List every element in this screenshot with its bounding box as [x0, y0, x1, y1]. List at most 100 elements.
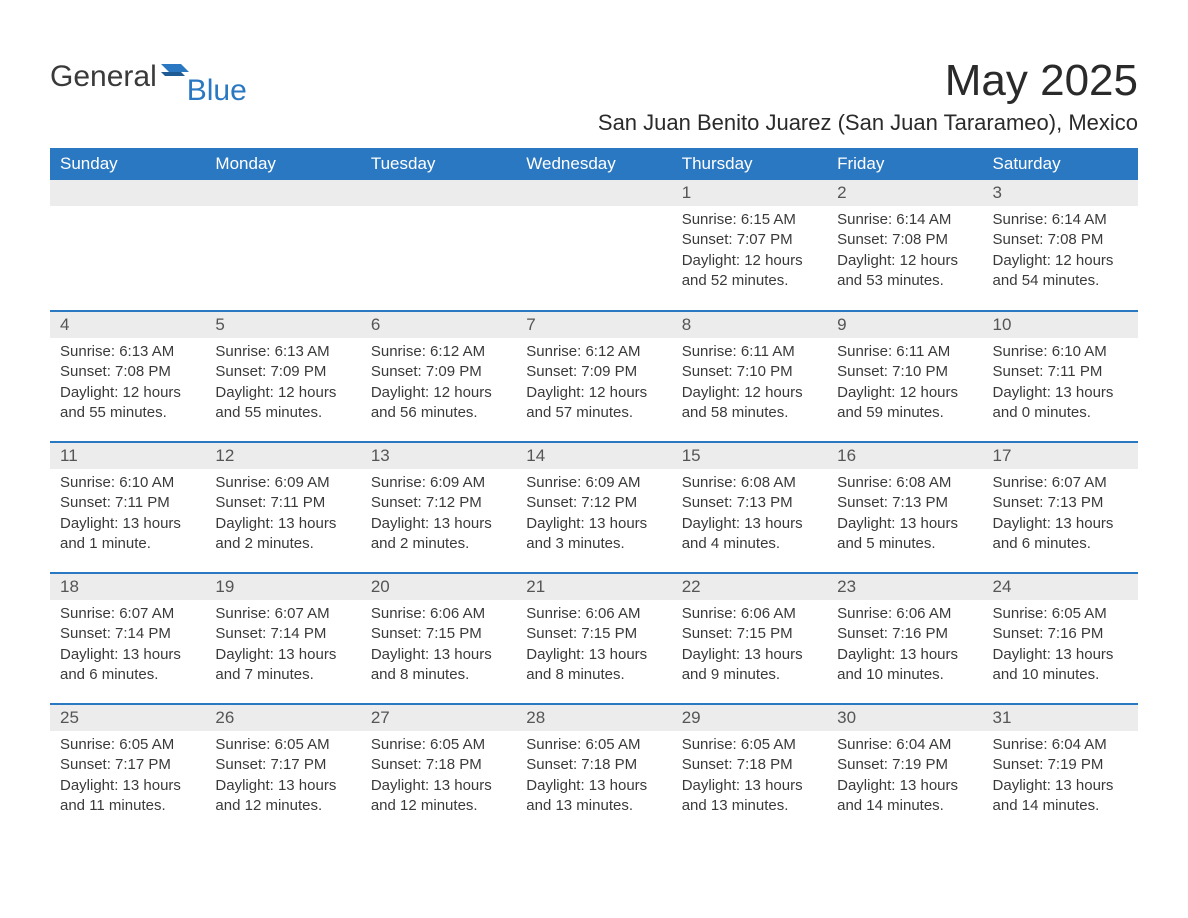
- day-number-row: 5: [205, 310, 360, 338]
- day-data: Sunrise: 6:05 AMSunset: 7:18 PMDaylight:…: [672, 731, 827, 834]
- day-data: Sunrise: 6:10 AMSunset: 7:11 PMDaylight:…: [50, 469, 205, 572]
- day-number: 18: [50, 574, 205, 600]
- day-number-row: 21: [516, 572, 671, 600]
- day-data: Sunrise: 6:07 AMSunset: 7:14 PMDaylight:…: [50, 600, 205, 703]
- calendar-cell: [361, 180, 516, 310]
- day-data: Sunrise: 6:09 AMSunset: 7:11 PMDaylight:…: [205, 469, 360, 572]
- day-data: Sunrise: 6:13 AMSunset: 7:09 PMDaylight:…: [205, 338, 360, 441]
- day-number: 21: [516, 574, 671, 600]
- calendar-cell: 3Sunrise: 6:14 AMSunset: 7:08 PMDaylight…: [983, 180, 1138, 310]
- calendar-cell: 27Sunrise: 6:05 AMSunset: 7:18 PMDayligh…: [361, 703, 516, 834]
- calendar-cell: 6Sunrise: 6:12 AMSunset: 7:09 PMDaylight…: [361, 310, 516, 441]
- calendar-cell: 24Sunrise: 6:05 AMSunset: 7:16 PMDayligh…: [983, 572, 1138, 703]
- empty-day: [516, 180, 671, 206]
- brand-text-general: General: [50, 60, 157, 94]
- day-data: Sunrise: 6:08 AMSunset: 7:13 PMDaylight:…: [827, 469, 982, 572]
- location-subtitle: San Juan Benito Juarez (San Juan Tararam…: [50, 110, 1138, 136]
- calendar-cell: 14Sunrise: 6:09 AMSunset: 7:12 PMDayligh…: [516, 441, 671, 572]
- day-data: Sunrise: 6:11 AMSunset: 7:10 PMDaylight:…: [827, 338, 982, 441]
- calendar-cell: 16Sunrise: 6:08 AMSunset: 7:13 PMDayligh…: [827, 441, 982, 572]
- day-number-row: 18: [50, 572, 205, 600]
- day-data: Sunrise: 6:14 AMSunset: 7:08 PMDaylight:…: [827, 206, 982, 309]
- calendar-week-row: 4Sunrise: 6:13 AMSunset: 7:08 PMDaylight…: [50, 310, 1138, 441]
- day-number-row: 12: [205, 441, 360, 469]
- day-number: 20: [361, 574, 516, 600]
- day-data: Sunrise: 6:06 AMSunset: 7:15 PMDaylight:…: [672, 600, 827, 703]
- day-number-row: 16: [827, 441, 982, 469]
- day-number-row: 24: [983, 572, 1138, 600]
- day-number: 16: [827, 443, 982, 469]
- day-data: Sunrise: 6:07 AMSunset: 7:13 PMDaylight:…: [983, 469, 1138, 572]
- day-number-row: 15: [672, 441, 827, 469]
- weekday-header: Wednesday: [516, 148, 671, 180]
- calendar-cell: [516, 180, 671, 310]
- day-number-row: 26: [205, 703, 360, 731]
- calendar-cell: 22Sunrise: 6:06 AMSunset: 7:15 PMDayligh…: [672, 572, 827, 703]
- calendar-cell: 26Sunrise: 6:05 AMSunset: 7:17 PMDayligh…: [205, 703, 360, 834]
- calendar-table: Sunday Monday Tuesday Wednesday Thursday…: [50, 148, 1138, 834]
- day-number: 22: [672, 574, 827, 600]
- empty-day: [205, 180, 360, 206]
- day-number: 23: [827, 574, 982, 600]
- day-number: 12: [205, 443, 360, 469]
- day-number-row: 8: [672, 310, 827, 338]
- day-data: Sunrise: 6:12 AMSunset: 7:09 PMDaylight:…: [516, 338, 671, 441]
- weekday-header: Saturday: [983, 148, 1138, 180]
- day-number: 25: [50, 705, 205, 731]
- day-number: 17: [983, 443, 1138, 469]
- flag-icon: [161, 60, 189, 82]
- day-number-row: 27: [361, 703, 516, 731]
- day-number: 24: [983, 574, 1138, 600]
- day-data: Sunrise: 6:09 AMSunset: 7:12 PMDaylight:…: [516, 469, 671, 572]
- calendar-cell: 13Sunrise: 6:09 AMSunset: 7:12 PMDayligh…: [361, 441, 516, 572]
- day-number-row: 6: [361, 310, 516, 338]
- day-data: Sunrise: 6:06 AMSunset: 7:15 PMDaylight:…: [361, 600, 516, 703]
- calendar-cell: 21Sunrise: 6:06 AMSunset: 7:15 PMDayligh…: [516, 572, 671, 703]
- day-number-row: 1: [672, 180, 827, 206]
- day-number-row: 22: [672, 572, 827, 600]
- calendar-week-row: 11Sunrise: 6:10 AMSunset: 7:11 PMDayligh…: [50, 441, 1138, 572]
- day-number: 10: [983, 312, 1138, 338]
- day-data: Sunrise: 6:07 AMSunset: 7:14 PMDaylight:…: [205, 600, 360, 703]
- calendar-cell: 17Sunrise: 6:07 AMSunset: 7:13 PMDayligh…: [983, 441, 1138, 572]
- day-data: Sunrise: 6:09 AMSunset: 7:12 PMDaylight:…: [361, 469, 516, 572]
- weekday-header: Monday: [205, 148, 360, 180]
- day-number-row: 20: [361, 572, 516, 600]
- day-number-row: 14: [516, 441, 671, 469]
- day-number: 9: [827, 312, 982, 338]
- calendar-cell: 25Sunrise: 6:05 AMSunset: 7:17 PMDayligh…: [50, 703, 205, 834]
- day-data: Sunrise: 6:04 AMSunset: 7:19 PMDaylight:…: [983, 731, 1138, 834]
- day-number-row: 2: [827, 180, 982, 206]
- day-number-row: 23: [827, 572, 982, 600]
- calendar-cell: 7Sunrise: 6:12 AMSunset: 7:09 PMDaylight…: [516, 310, 671, 441]
- calendar-cell: 20Sunrise: 6:06 AMSunset: 7:15 PMDayligh…: [361, 572, 516, 703]
- weekday-header: Sunday: [50, 148, 205, 180]
- day-data: Sunrise: 6:11 AMSunset: 7:10 PMDaylight:…: [672, 338, 827, 441]
- day-number-row: 17: [983, 441, 1138, 469]
- calendar-week-row: 1Sunrise: 6:15 AMSunset: 7:07 PMDaylight…: [50, 180, 1138, 310]
- calendar-cell: 1Sunrise: 6:15 AMSunset: 7:07 PMDaylight…: [672, 180, 827, 310]
- calendar-cell: 31Sunrise: 6:04 AMSunset: 7:19 PMDayligh…: [983, 703, 1138, 834]
- day-data: Sunrise: 6:05 AMSunset: 7:18 PMDaylight:…: [516, 731, 671, 834]
- brand-logo: General Blue: [50, 20, 249, 94]
- day-number: 30: [827, 705, 982, 731]
- day-number-row: 13: [361, 441, 516, 469]
- calendar-cell: 9Sunrise: 6:11 AMSunset: 7:10 PMDaylight…: [827, 310, 982, 441]
- calendar-cell: 23Sunrise: 6:06 AMSunset: 7:16 PMDayligh…: [827, 572, 982, 703]
- calendar-cell: 19Sunrise: 6:07 AMSunset: 7:14 PMDayligh…: [205, 572, 360, 703]
- calendar-cell: 28Sunrise: 6:05 AMSunset: 7:18 PMDayligh…: [516, 703, 671, 834]
- day-data: Sunrise: 6:06 AMSunset: 7:15 PMDaylight:…: [516, 600, 671, 703]
- calendar-cell: 8Sunrise: 6:11 AMSunset: 7:10 PMDaylight…: [672, 310, 827, 441]
- calendar-cell: 2Sunrise: 6:14 AMSunset: 7:08 PMDaylight…: [827, 180, 982, 310]
- day-number: 31: [983, 705, 1138, 731]
- day-number: 13: [361, 443, 516, 469]
- day-number: 7: [516, 312, 671, 338]
- day-number: 4: [50, 312, 205, 338]
- calendar-cell: 11Sunrise: 6:10 AMSunset: 7:11 PMDayligh…: [50, 441, 205, 572]
- day-number-row: 10: [983, 310, 1138, 338]
- calendar-cell: [205, 180, 360, 310]
- day-number: 15: [672, 443, 827, 469]
- day-number-row: 4: [50, 310, 205, 338]
- empty-day: [361, 180, 516, 206]
- day-number: 26: [205, 705, 360, 731]
